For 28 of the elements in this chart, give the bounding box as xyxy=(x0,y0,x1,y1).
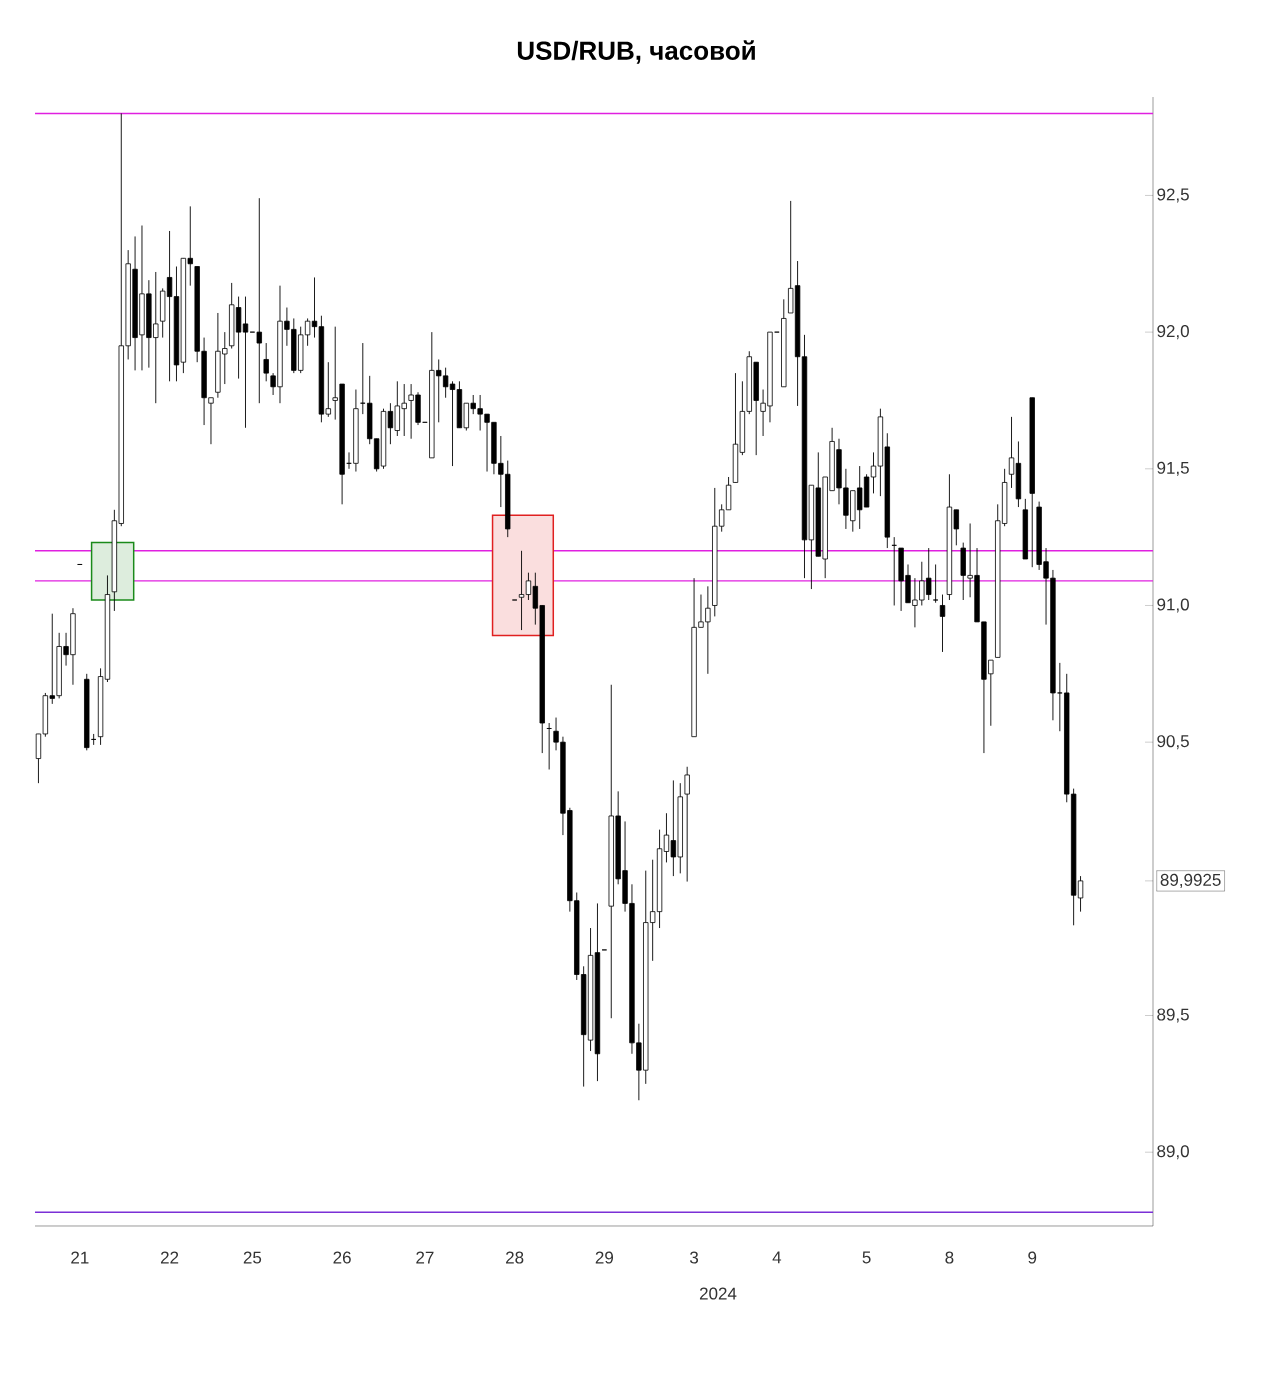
candlestick xyxy=(939,594,946,653)
y-tick-label: 91,0 xyxy=(1157,598,1189,613)
y-tick-label: 89,5 xyxy=(1157,1008,1189,1023)
chart-title: USD/RUB, часовой xyxy=(517,40,755,64)
x-tick-label: 27 xyxy=(416,1251,434,1264)
x-tick-label: 21 xyxy=(71,1251,89,1264)
candlestick xyxy=(263,342,269,382)
y-tick-label: 89,9925 xyxy=(1160,873,1221,888)
candlestick xyxy=(1057,662,1063,732)
x-tick-label: 22 xyxy=(160,1251,179,1264)
x-tick-label: 8 xyxy=(945,1251,954,1264)
y-tick-label: 92,0 xyxy=(1157,325,1189,340)
y-tick-label: 92,5 xyxy=(1157,188,1189,203)
x-tick-label: 3 xyxy=(689,1251,699,1264)
text: 2024 xyxy=(699,1287,737,1300)
candlestick xyxy=(518,550,525,631)
y-tick-label: 89,0 xyxy=(1157,1145,1189,1160)
candlestick xyxy=(932,564,939,604)
y-tick-label: 91,5 xyxy=(1157,461,1189,476)
x-tick-label: 25 xyxy=(243,1251,262,1264)
x-tick-label: 5 xyxy=(862,1251,871,1264)
x-tick-label: 4 xyxy=(772,1251,782,1264)
x-tick-label: 26 xyxy=(333,1251,351,1264)
x-tick-label: 28 xyxy=(506,1251,524,1264)
candlestick xyxy=(684,766,690,883)
x-tick-label: 29 xyxy=(595,1251,614,1264)
x-tick-label: 9 xyxy=(1028,1251,1037,1264)
y-tick-label: 90,5 xyxy=(1157,735,1189,750)
